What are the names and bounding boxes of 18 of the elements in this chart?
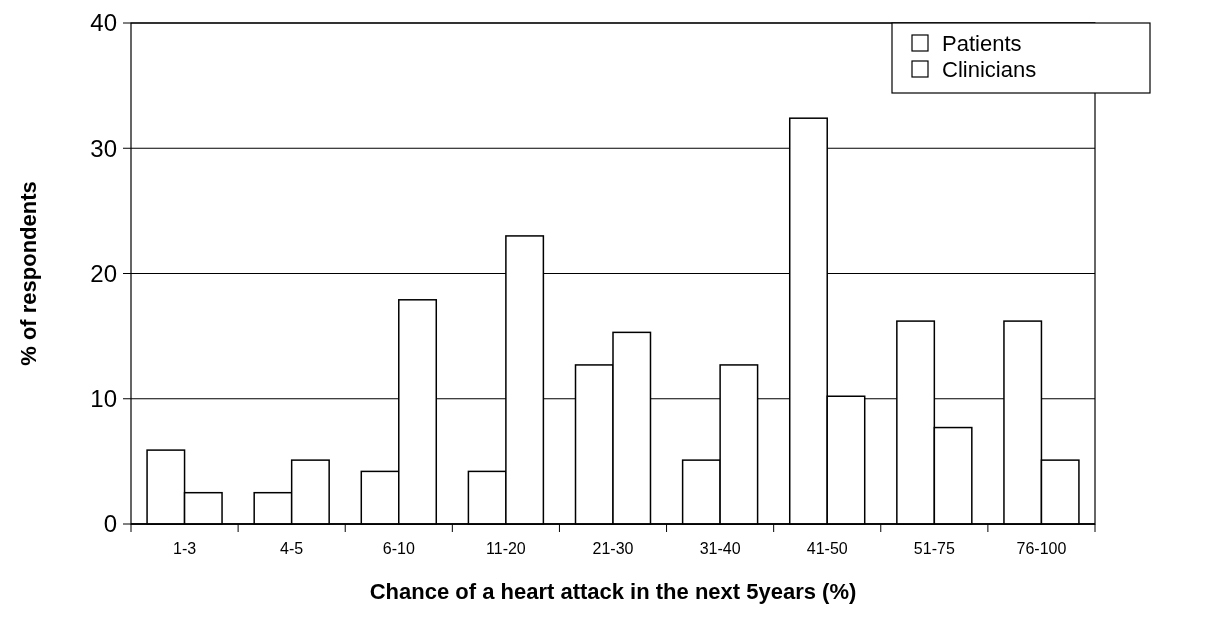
y-tick-label: 10	[90, 385, 117, 413]
x-tick-label: 4-5	[280, 540, 304, 557]
y-tick-label: 20	[90, 259, 117, 287]
x-tick-label: 41-50	[806, 540, 848, 557]
x-tick-label: 1-3	[172, 540, 197, 557]
x-tick-label: 6-10	[382, 540, 415, 557]
legend-label: Patients	[942, 30, 1022, 56]
x-tick-label: 51-75	[913, 540, 955, 557]
x-tick-label: 31-40	[699, 540, 741, 557]
x-tick-label: 76-100	[1016, 540, 1067, 557]
y-tick-label: 40	[90, 9, 117, 37]
y-tick-label: 30	[90, 134, 117, 162]
x-tick-label: 11-20	[486, 540, 526, 557]
y-tick-label: 0	[103, 510, 117, 538]
x-tick-label: 21-30	[592, 540, 634, 557]
legend-label: Clinicians	[942, 56, 1037, 82]
x-axis-title: Chance of a heart attack in the next 5years (%)	[369, 579, 857, 604]
y-axis-title: % of respondents	[16, 181, 41, 366]
